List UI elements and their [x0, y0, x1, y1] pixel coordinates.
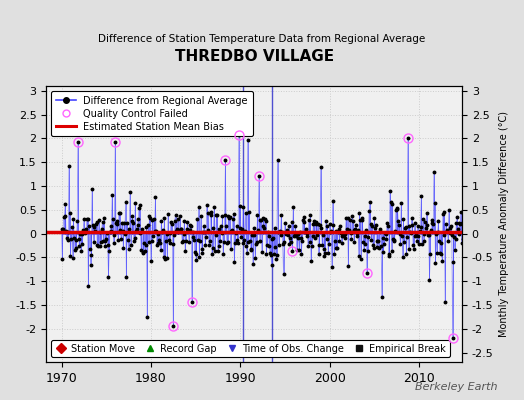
Y-axis label: Monthly Temperature Anomaly Difference (°C): Monthly Temperature Anomaly Difference (…	[499, 111, 509, 337]
Text: Berkeley Earth: Berkeley Earth	[416, 382, 498, 392]
Title: THREDBO VILLAGE: THREDBO VILLAGE	[174, 49, 334, 64]
Text: Difference of Station Temperature Data from Regional Average: Difference of Station Temperature Data f…	[99, 34, 425, 44]
Legend: Station Move, Record Gap, Time of Obs. Change, Empirical Break: Station Move, Record Gap, Time of Obs. C…	[51, 340, 450, 358]
